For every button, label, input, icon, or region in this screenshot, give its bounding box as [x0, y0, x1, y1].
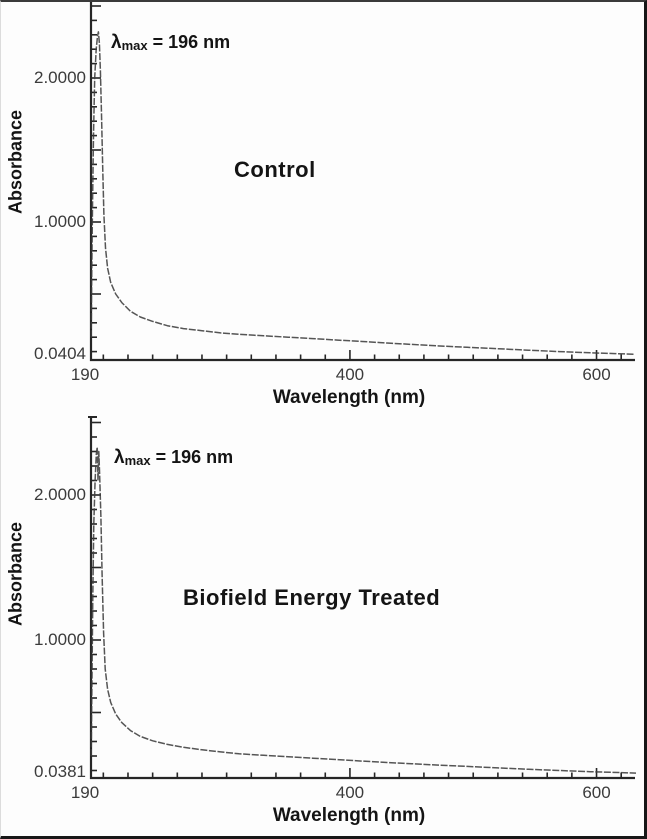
- lambda-max-annotation-treated: λ max = 196 nm: [114, 447, 233, 469]
- x-tick-label: 600: [582, 365, 611, 384]
- x-tick-label: 400: [335, 365, 365, 384]
- lambda-max-annotation-control: λ max = 196 nm: [111, 32, 230, 54]
- axes-control: [89, 2, 635, 362]
- x-axis-label-treated: Wavelength (nm): [272, 805, 426, 826]
- chart-title-control: Control: [234, 157, 316, 182]
- chart-title-treated: Biofield Energy Treated: [183, 585, 441, 610]
- y-tick-label: 0.0381: [34, 762, 86, 781]
- x-tick-label: 190: [70, 783, 100, 802]
- x-tick-label: 400: [335, 783, 365, 802]
- y-axis-label-treated: Absorbance: [5, 521, 26, 627]
- lambda-subscript: max: [124, 453, 151, 468]
- y-tick-label: 2.0000: [34, 68, 86, 87]
- x-tick-label: 600: [582, 783, 611, 802]
- y-axis-label-control: Absorbance: [5, 109, 26, 215]
- x-axis-label-control: Wavelength (nm): [272, 387, 426, 408]
- lambda-symbol: λ: [114, 447, 125, 468]
- spectrum-curve-treated: [90, 446, 637, 774]
- spectrum-curve-control: [90, 31, 634, 355]
- x-tick-label: 190: [70, 365, 100, 384]
- axes-treated: [89, 416, 635, 780]
- lambda-subscript: max: [121, 38, 148, 53]
- y-tick-label: 0.0404: [34, 344, 86, 363]
- y-tick-label: 1.0000: [34, 630, 86, 649]
- y-tick-label: 1.0000: [34, 212, 86, 231]
- lambda-value: = 196 nm: [155, 447, 234, 467]
- lambda-value: = 196 nm: [152, 32, 231, 52]
- lambda-symbol: λ: [111, 32, 122, 53]
- y-tick-label: 2.0000: [34, 485, 86, 504]
